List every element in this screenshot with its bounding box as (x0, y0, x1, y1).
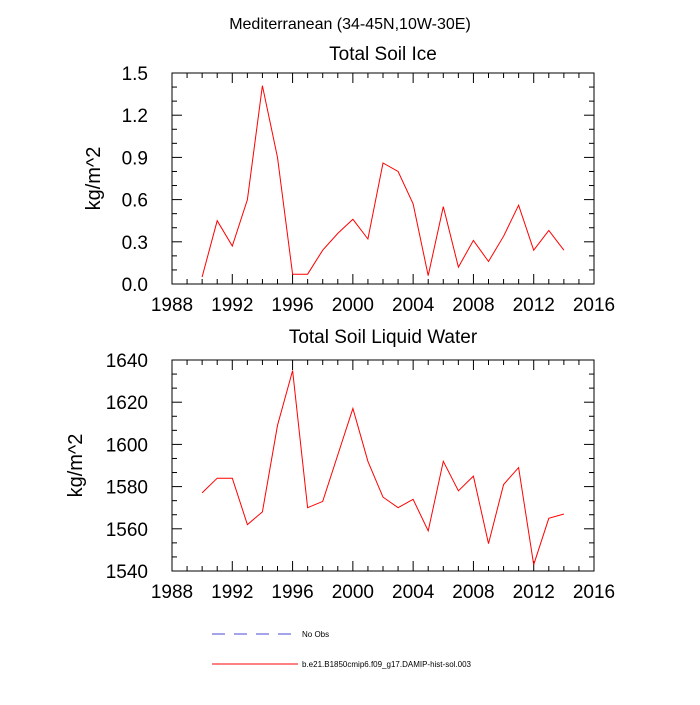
legend: No Obs b.e21.B1850cmip6.f09_g17.DAMIP-hi… (212, 630, 472, 669)
soil-ice-ytick-label: 1.2 (122, 106, 148, 127)
legend-label-no-obs: No Obs (302, 630, 329, 639)
soil-ice-ytick-label: 0.9 (122, 148, 148, 169)
soil-liquid-ytick-label: 1580 (106, 478, 148, 499)
soil-liquid-water-chart: Total Soil Liquid Water 1988 1992 1996 2000 2… (65, 327, 615, 603)
soil-ice-xtick-label: 2008 (452, 295, 494, 316)
soil-liquid-xtick-label: 1996 (271, 582, 313, 603)
soil-liquid-series-line-0 (201, 370, 565, 565)
soil-ice-chart: Total Soil Ice 1988 1992 1996 2000 2004 2008 20… (83, 44, 615, 316)
soil-ice-xtick-label: 1996 (271, 295, 313, 316)
soil-ice-xtick-label: 2000 (332, 295, 374, 316)
soil-ice-xtick-label: 1988 (151, 295, 193, 316)
soil-ice-ylabel: kg/m^2 (83, 147, 105, 211)
soil-liquid-ytick-label: 1540 (106, 562, 148, 583)
soil-liquid-xtick-label: 2004 (392, 582, 435, 603)
figure-title: Mediterranean (34-45N,10W-30E) (229, 16, 471, 33)
soil-liquid-xtick-label: 1992 (211, 582, 253, 603)
soil-ice-xtick-label: 2012 (513, 295, 555, 316)
soil-liquid-ytick-label: 1620 (106, 393, 148, 414)
soil-liquid-ytick-label: 1600 (106, 435, 148, 456)
soil-ice-ytick-label: 0.3 (122, 233, 148, 254)
soil-liquid-xtick-label: 2000 (332, 582, 374, 603)
soil-ice-title: Total Soil Ice (329, 44, 437, 65)
soil-liquid-plot-frame (171, 359, 595, 572)
soil-ice-ytick-label: 0.6 (122, 191, 148, 212)
legend-label-model: b.e21.B1850cmip6.f09_g17.DAMIP-hist-sol.… (302, 660, 472, 669)
soil-liquid-ylabel: kg/m^2 (65, 434, 87, 498)
soil-ice-ytick-label: 1.5 (122, 64, 148, 85)
soil-ice-series-line-0 (201, 85, 565, 278)
soil-ice-plot-frame (171, 72, 595, 285)
soil-liquid-xtick-label: 2012 (513, 582, 555, 603)
soil-liquid-title: Total Soil Liquid Water (289, 327, 478, 348)
soil-liquid-xtick-label: 2008 (452, 582, 494, 603)
soil-ice-ytick-label: 0.0 (122, 275, 148, 296)
soil-ice-xtick-label: 2016 (573, 295, 615, 316)
soil-liquid-ytick-label: 1560 (106, 520, 148, 541)
soil-liquid-xtick-label: 1988 (151, 582, 193, 603)
soil-liquid-xtick-label: 2016 (573, 582, 615, 603)
soil-liquid-ytick-label: 1640 (106, 351, 148, 372)
soil-ice-xtick-label: 1992 (211, 295, 253, 316)
soil-ice-xtick-label: 2004 (392, 295, 435, 316)
